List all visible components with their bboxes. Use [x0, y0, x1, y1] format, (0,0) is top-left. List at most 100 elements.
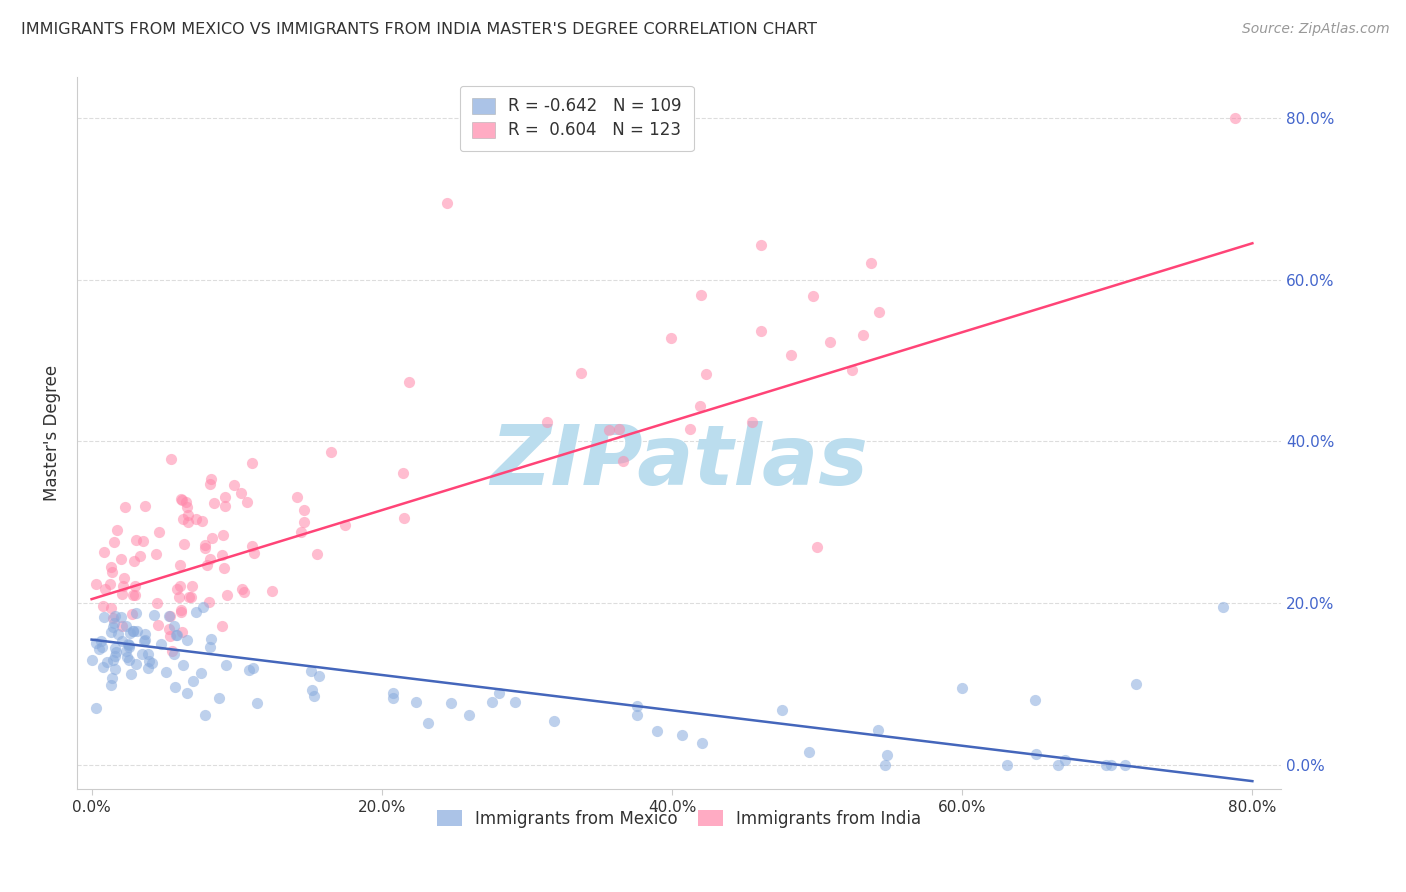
Point [101, 671, 124, 685]
Point [86, 701, 108, 715]
Point [89, 642, 111, 657]
Point [190, 666, 212, 681]
Point [200, 472, 222, 486]
Point [292, 503, 315, 517]
Point [166, 628, 188, 642]
Point [195, 558, 218, 572]
Point [93, 545, 115, 559]
Point [129, 549, 152, 564]
Point [124, 554, 146, 568]
Point [100, 601, 122, 615]
Point [107, 627, 129, 641]
Point [1024, 693, 1046, 707]
Point [184, 605, 207, 619]
Y-axis label: Master's Degree: Master's Degree [44, 365, 60, 501]
Point [170, 625, 193, 640]
Point [118, 640, 141, 654]
Point [231, 485, 253, 500]
Point [146, 618, 169, 632]
Point [645, 724, 668, 739]
Point [170, 603, 193, 617]
Point [194, 541, 217, 555]
Point [200, 632, 222, 646]
Point [159, 629, 181, 643]
Point [612, 454, 634, 468]
Point [134, 627, 156, 641]
Point [194, 707, 217, 722]
Point [125, 533, 148, 548]
Point [134, 633, 156, 648]
Point [163, 647, 186, 661]
Point [103, 615, 125, 630]
Point [690, 736, 713, 750]
Point [145, 548, 167, 562]
Point [111, 618, 134, 632]
Point [852, 327, 875, 342]
Point [146, 596, 169, 610]
Point [198, 477, 221, 491]
Point [105, 645, 128, 659]
Point [157, 622, 180, 636]
Point [159, 608, 181, 623]
Point [659, 331, 682, 345]
Point [138, 647, 160, 661]
Point [101, 611, 124, 625]
Point [136, 661, 159, 675]
Point [481, 695, 503, 709]
Point [176, 633, 198, 648]
Point [208, 691, 231, 706]
Point [569, 367, 592, 381]
Point [170, 492, 193, 507]
Point [801, 289, 824, 303]
Point [91, 599, 114, 614]
Point [240, 539, 263, 553]
Point [173, 537, 195, 551]
Point [100, 624, 122, 639]
Point [118, 653, 141, 667]
Point [751, 324, 773, 338]
Point [180, 578, 202, 592]
Point [222, 478, 245, 492]
Point [679, 422, 702, 436]
Point [859, 256, 882, 270]
Point [160, 452, 183, 467]
Point [96, 655, 118, 669]
Point [198, 595, 221, 609]
Point [157, 608, 180, 623]
Point [201, 531, 224, 545]
Point [1025, 747, 1047, 762]
Point [214, 490, 236, 504]
Point [301, 683, 323, 698]
Point [125, 657, 148, 671]
Point [101, 565, 124, 579]
Point [90, 634, 112, 648]
Point [190, 514, 212, 528]
Point [114, 500, 136, 514]
Point [806, 540, 828, 554]
Point [780, 348, 803, 362]
Point [214, 500, 236, 514]
Point [995, 758, 1018, 772]
Point [112, 571, 135, 585]
Point [93, 610, 115, 624]
Point [868, 305, 890, 319]
Point [111, 633, 134, 648]
Point [1053, 753, 1076, 767]
Point [202, 496, 225, 510]
Point [841, 362, 863, 376]
Point [115, 619, 138, 633]
Point [671, 727, 693, 741]
Point [111, 587, 134, 601]
Point [104, 662, 127, 676]
Point [749, 238, 772, 252]
Point [319, 444, 342, 458]
Point [170, 605, 193, 619]
Point [392, 467, 415, 481]
Point [211, 619, 233, 633]
Point [741, 415, 763, 429]
Point [215, 588, 238, 602]
Point [797, 745, 820, 759]
Point [120, 625, 142, 640]
Point [246, 696, 269, 710]
Point [84, 636, 107, 650]
